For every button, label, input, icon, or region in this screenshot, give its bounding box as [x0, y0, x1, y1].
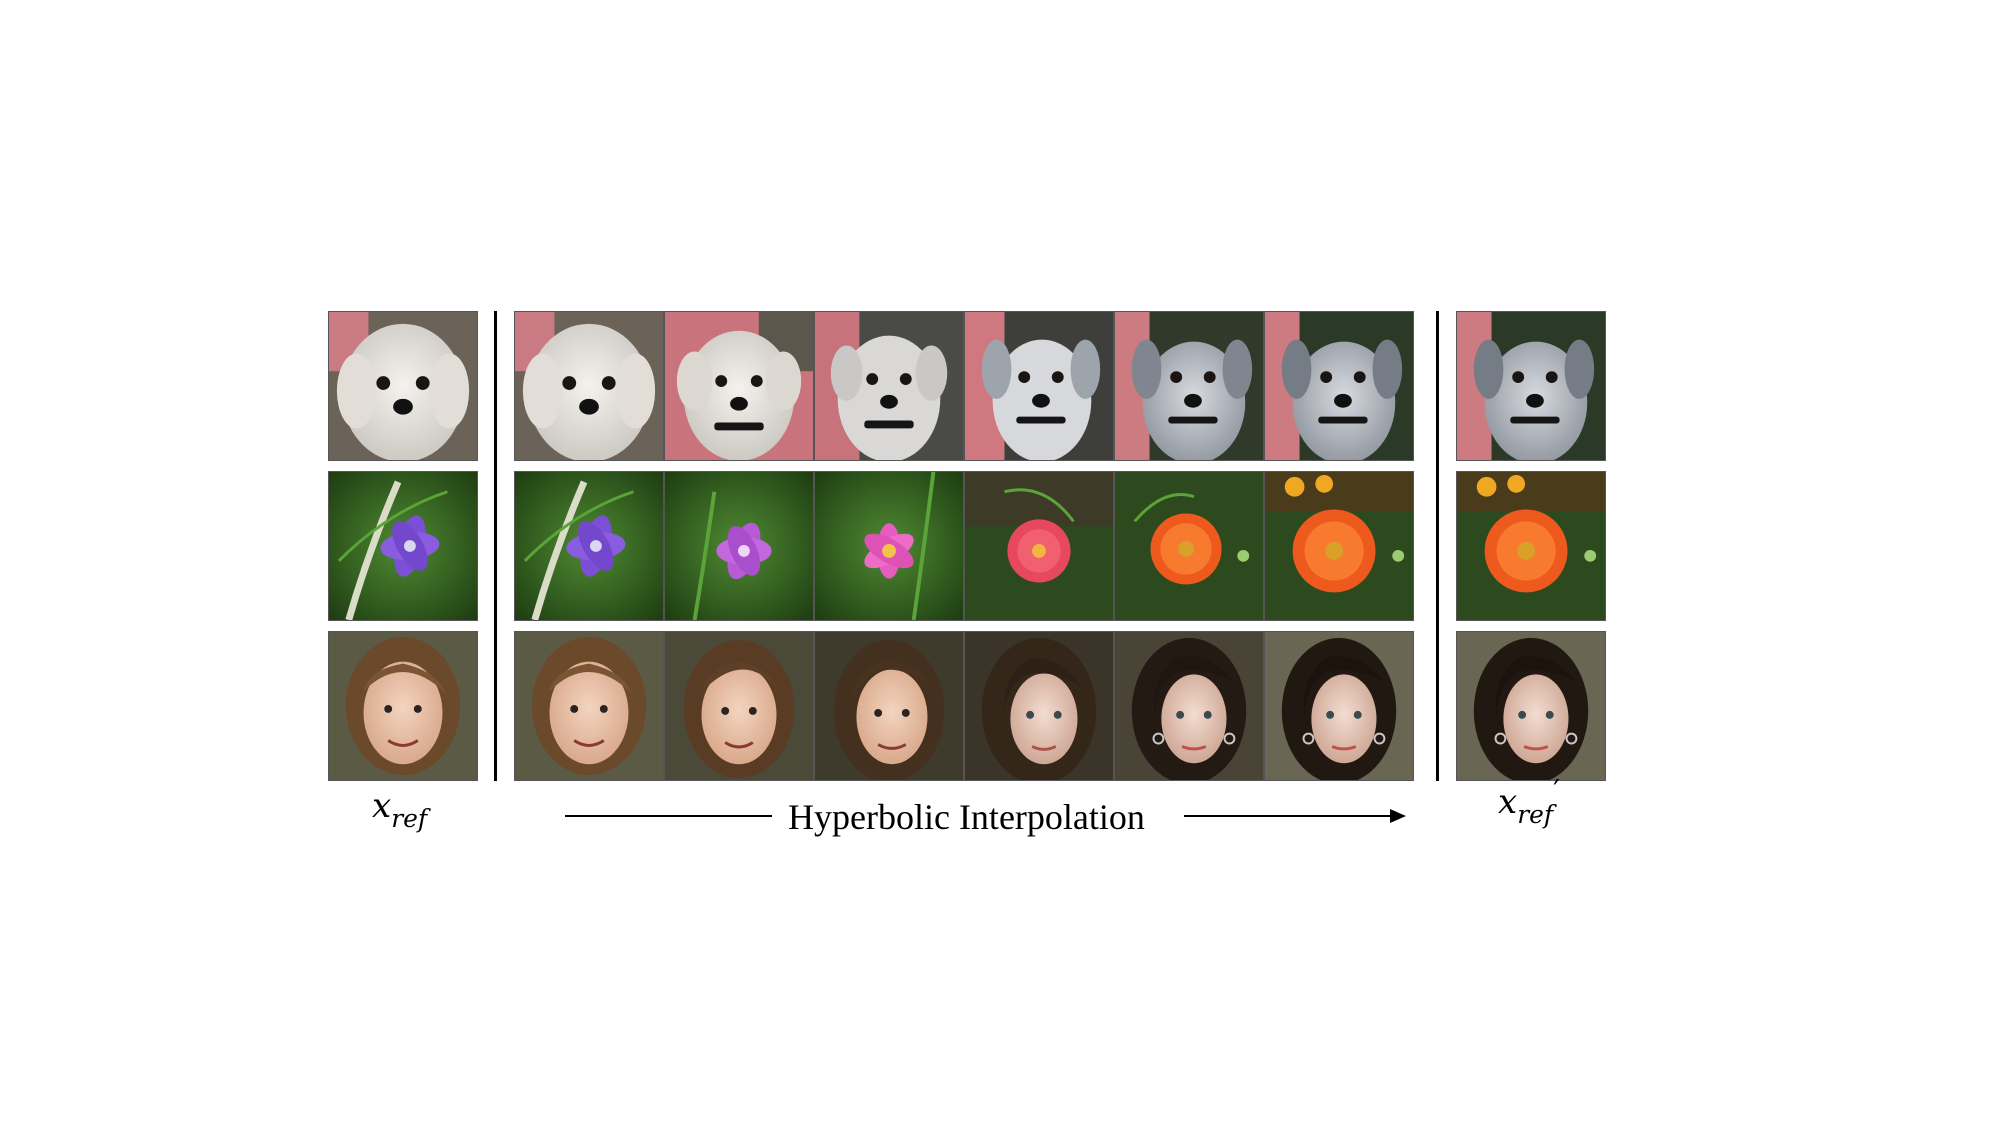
arrow-head-icon	[1390, 809, 1406, 823]
flower-interp-4	[964, 471, 1114, 621]
left-divider	[494, 311, 497, 781]
x-ref-prime-base: x	[1498, 782, 1518, 822]
flower-interp-6	[1264, 471, 1414, 621]
dog-interp-5	[1114, 311, 1264, 461]
right-divider	[1436, 311, 1439, 781]
flower-interp-2	[664, 471, 814, 621]
interpolation-label: Hyperbolic Interpolation	[788, 797, 1145, 837]
x-ref-label: xref	[372, 786, 427, 833]
interp-arrow-left-segment	[565, 815, 772, 817]
face-target-image	[1456, 631, 1606, 781]
flower-reference-image	[328, 471, 478, 621]
prime-mark: ′	[1553, 774, 1560, 809]
face-interp-5	[1114, 631, 1264, 781]
x-ref-subscript: ref	[391, 804, 428, 833]
face-interp-3	[814, 631, 964, 781]
dog-interp-3	[814, 311, 964, 461]
interp-arrow-right-segment	[1184, 815, 1392, 817]
dog-interp-4	[964, 311, 1114, 461]
face-reference-image	[328, 631, 478, 781]
x-ref-base: x	[372, 786, 392, 826]
flower-interp-5	[1114, 471, 1264, 621]
face-interp-6	[1264, 631, 1414, 781]
flower-interp-1	[514, 471, 664, 621]
dog-interp-1	[514, 311, 664, 461]
dog-target-image	[1456, 311, 1606, 461]
x-ref-prime-label: xref′	[1498, 774, 1560, 829]
flower-target-image	[1456, 471, 1606, 621]
face-interp-2	[664, 631, 814, 781]
face-interp-1	[514, 631, 664, 781]
dog-interp-2	[664, 311, 814, 461]
flower-interp-3	[814, 471, 964, 621]
dog-interp-6	[1264, 311, 1414, 461]
dog-reference-image	[328, 311, 478, 461]
face-interp-4	[964, 631, 1114, 781]
x-ref-prime-subscript: ref	[1517, 800, 1554, 829]
